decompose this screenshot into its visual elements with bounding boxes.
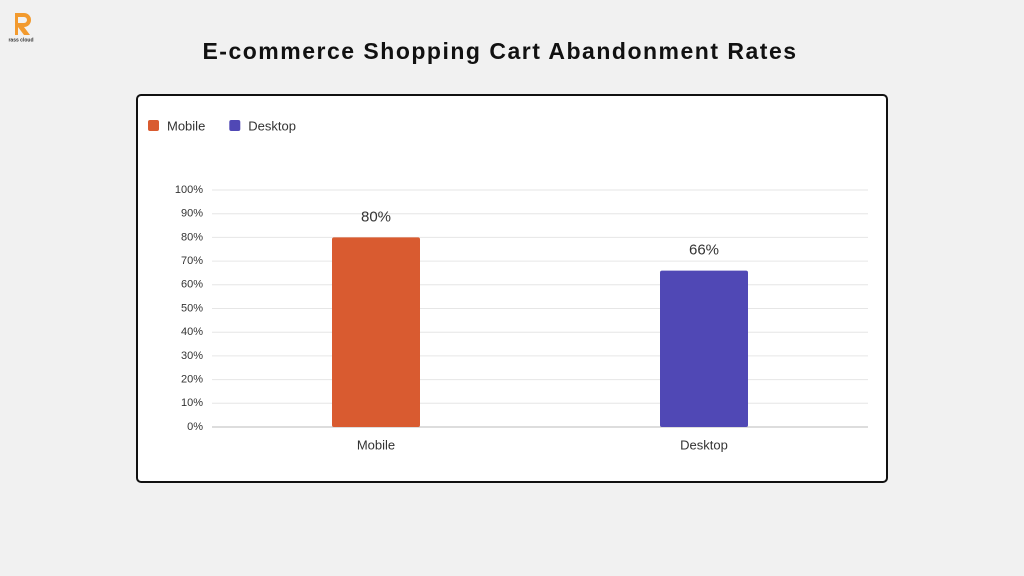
chart-title: E-commerce Shopping Cart Abandonment Rat…: [202, 38, 797, 64]
x-tick-label: Desktop: [680, 437, 728, 452]
y-tick-label: 70%: [181, 255, 203, 267]
logo-text: rass cloud: [8, 37, 33, 43]
chart-panel: [136, 94, 888, 483]
logo-mark-inner: [18, 17, 27, 23]
y-tick-label: 20%: [181, 374, 203, 386]
y-tick-label: 30%: [181, 350, 203, 362]
bar: [660, 270, 748, 427]
legend-swatch: [229, 120, 241, 131]
logo-mark: [15, 13, 31, 35]
data-label: 80%: [361, 208, 391, 225]
legend-swatch: [148, 120, 159, 131]
legend-label: Mobile: [167, 118, 205, 133]
legend-label: Desktop: [248, 118, 296, 133]
y-tick-label: 80%: [181, 231, 203, 243]
y-tick-label: 100%: [175, 184, 203, 196]
y-tick-label: 60%: [181, 279, 203, 291]
y-tick-label: 40%: [181, 326, 203, 338]
y-tick-label: 50%: [181, 302, 203, 314]
y-tick-label: 90%: [181, 208, 203, 220]
bar: [332, 237, 420, 427]
y-tick-label: 0%: [187, 421, 203, 433]
x-tick-label: Mobile: [357, 437, 395, 452]
data-label: 66%: [689, 242, 719, 259]
y-tick-label: 10%: [181, 397, 203, 409]
logo: rass cloud: [8, 13, 34, 43]
